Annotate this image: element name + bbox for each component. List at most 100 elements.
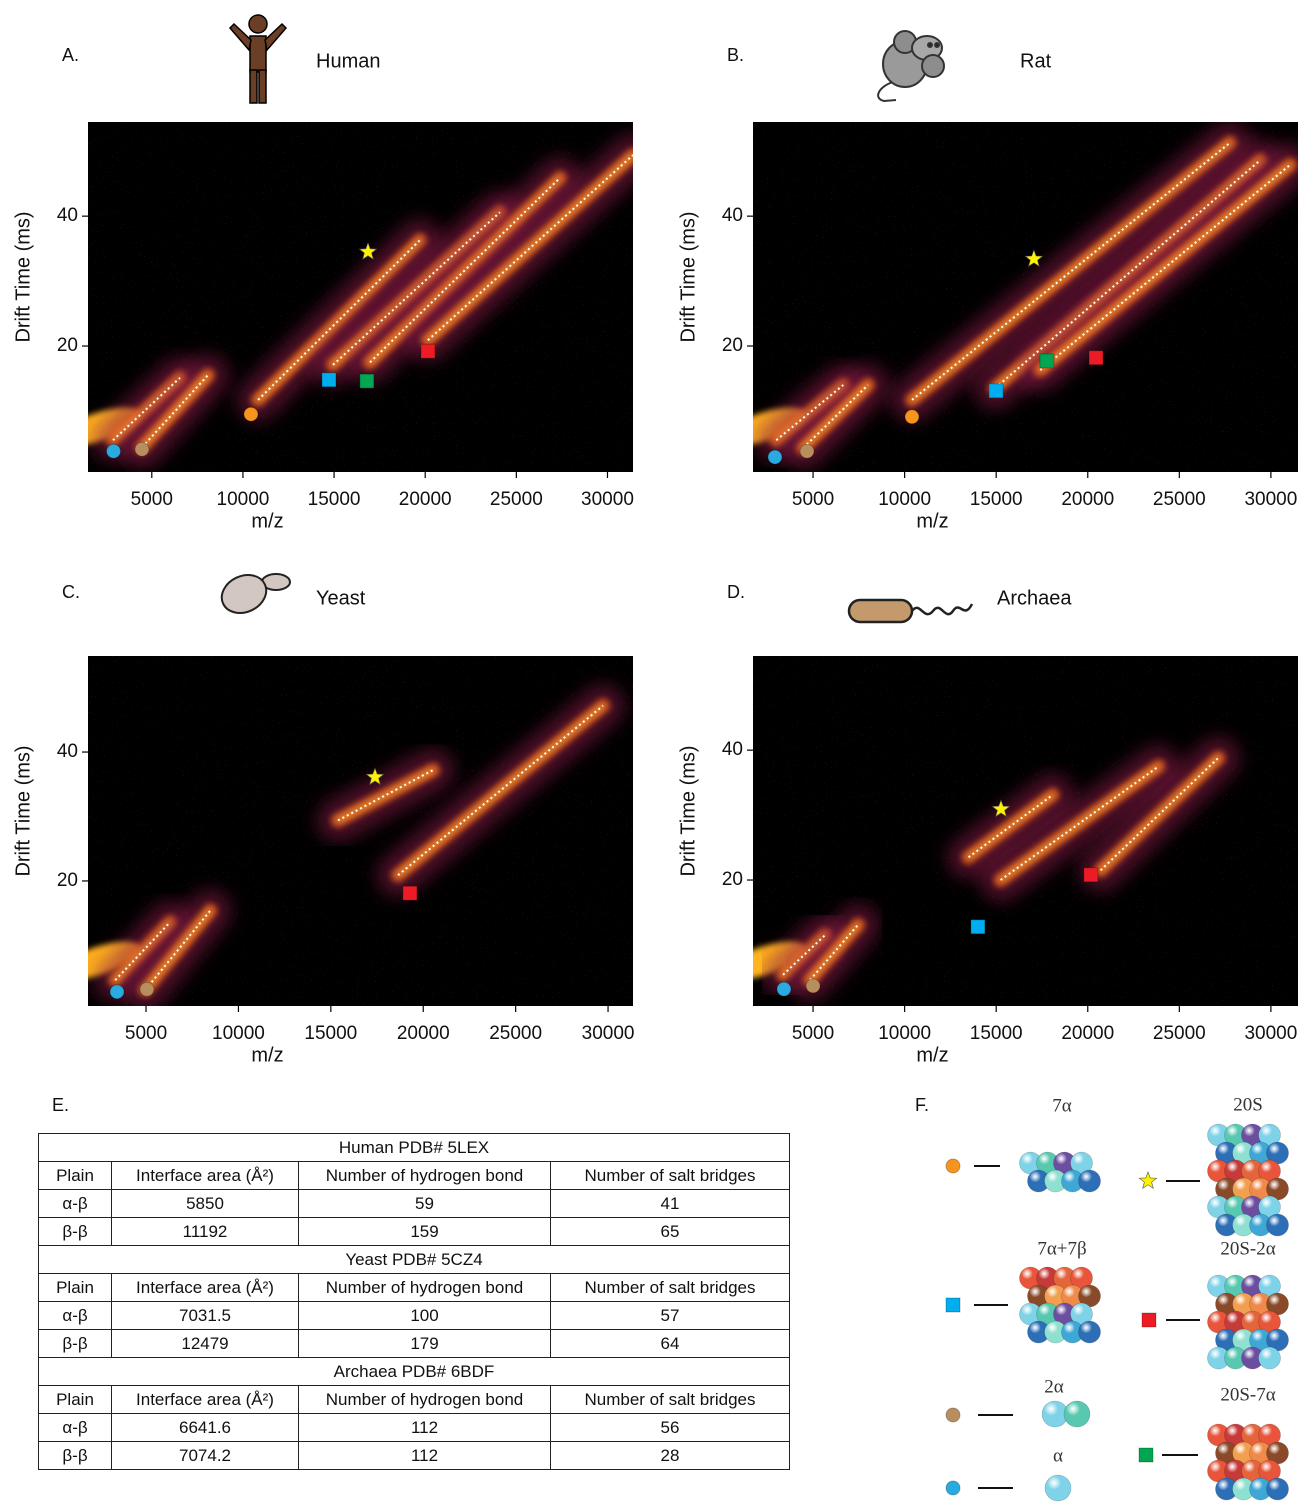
y-tick-label: 40 [722, 205, 743, 226]
x-tick-label: 20000 [397, 1023, 450, 1044]
marker [991, 799, 1011, 818]
y-axis-label: Drift Time (ms) [677, 745, 699, 876]
subunit [1063, 1400, 1091, 1428]
rat-icon [877, 30, 945, 103]
column-header: Plain [38, 1161, 112, 1190]
interface-table: Human PDB# 5LEX Plain Interface area (Å²) N… [38, 1133, 790, 1470]
fit-line [114, 921, 171, 981]
fits [112, 154, 633, 448]
legend-item: α [945, 1445, 1072, 1502]
heatmap-glow [999, 764, 1160, 882]
header-row: Plain Interface area (Å²) Number of hydrog… [38, 1273, 790, 1302]
x-tick-label: 10000 [878, 1023, 931, 1044]
cell: 41 [550, 1189, 790, 1218]
cell: β-β [38, 1217, 112, 1246]
legend-panel: F. 7α 20S 7α+7β 20S-2α 2α 20S-7α α [915, 1094, 1289, 1502]
x-tick-label: 5000 [131, 489, 173, 510]
x-tick-label: 25000 [1153, 1023, 1206, 1044]
marker [1039, 353, 1055, 369]
y-axis-label: Drift Time (ms) [12, 211, 34, 342]
legend-label: 7α [1052, 1095, 1072, 1116]
cell: 112 [298, 1441, 551, 1470]
fit-line [1099, 757, 1219, 872]
cell: β-β [38, 1441, 112, 1470]
cell: α-β [38, 1301, 112, 1330]
section-row: Archaea PDB# 6BDF [38, 1357, 790, 1386]
x-tick-label: 10000 [212, 1023, 265, 1044]
fit-line [911, 142, 1231, 401]
legend-item: 7α [945, 1095, 1101, 1193]
x-tick-label: 15000 [970, 489, 1023, 510]
legend-label: 2α [1044, 1376, 1064, 1397]
section-title: Archaea PDB# 6BDF [38, 1357, 790, 1386]
x-tick-label: 30000 [1244, 1023, 1297, 1044]
heatmap [88, 122, 633, 472]
subunit [1266, 1213, 1289, 1237]
marker [106, 443, 122, 459]
data-row: α-β 6641.6 112 56 [38, 1413, 790, 1442]
x-tick-label: 25000 [1153, 489, 1206, 510]
cell: 59 [298, 1189, 551, 1218]
y-axis-label: Drift Time (ms) [677, 211, 699, 342]
marker [1088, 350, 1104, 366]
x-axis-label: m/z [251, 1044, 283, 1066]
legend-label: 7α+7β [1037, 1238, 1086, 1259]
fit-line [397, 704, 604, 876]
data-row: β-β 11192 159 65 [38, 1217, 790, 1246]
chart-title: Archaea [997, 587, 1072, 609]
cell: 100 [298, 1301, 551, 1330]
legend-item: 2α [945, 1376, 1091, 1428]
column-header: Number of hydrogen bond [298, 1273, 551, 1302]
panel-label: C. [62, 582, 80, 602]
x-tick-label: 30000 [1244, 489, 1297, 510]
marker [139, 981, 155, 997]
marker [1138, 1171, 1158, 1189]
x-tick-label: 5000 [792, 1023, 834, 1044]
cell: 11192 [111, 1217, 299, 1246]
marker [945, 1480, 961, 1496]
y-tick-label: 20 [57, 870, 78, 891]
chart-title: Yeast [316, 587, 366, 609]
marker [945, 1158, 961, 1174]
y-tick-label: 40 [57, 205, 78, 226]
heatmap [753, 122, 1298, 472]
section-title: Human PDB# 5LEX [38, 1133, 790, 1162]
panel-label: E. [52, 1095, 69, 1115]
x-tick-label: 30000 [582, 1023, 635, 1044]
cell: 28 [550, 1441, 790, 1470]
x-tick-label: 5000 [125, 1023, 167, 1044]
cell: α-β [38, 1413, 112, 1442]
x-tick-label: 25000 [490, 489, 543, 510]
legend-label: 20S [1233, 1094, 1263, 1115]
chart: A. Human 5000 10000 15000 20000 25000 30000 20 40… [12, 45, 634, 533]
chart-title: Human [316, 50, 380, 72]
chart: C. Yeast 5000 10000 15000 20000 25000 30000 20 40… [12, 582, 634, 1067]
data-row: α-β 7031.5 100 57 [38, 1301, 790, 1330]
subunit [1266, 1477, 1289, 1501]
column-header: Interface area (Å²) [111, 1161, 299, 1190]
fits [782, 757, 1219, 981]
data-row: β-β 7074.2 112 28 [38, 1441, 790, 1470]
legend-label: 20S-7α [1220, 1384, 1275, 1405]
legend-label: α [1053, 1445, 1063, 1466]
marker [321, 372, 337, 388]
column-header: Number of salt bridges [550, 1161, 790, 1190]
x-tick-label: 5000 [792, 489, 834, 510]
column-header: Interface area (Å²) [111, 1273, 299, 1302]
column-header: Plain [38, 1273, 112, 1302]
marker [767, 449, 783, 465]
legend-item: 20S-7α [1138, 1384, 1289, 1501]
x-tick-label: 30000 [581, 489, 634, 510]
cell: 65 [550, 1217, 790, 1246]
cell: 179 [298, 1329, 551, 1358]
column-header: Number of salt bridges [550, 1273, 790, 1302]
chart: D. Archaea 5000 10000 15000 20000 25000 30000 20… [677, 582, 1298, 1066]
subunit [1044, 1474, 1072, 1502]
marker [1083, 867, 1099, 883]
y-tick-label: 20 [722, 335, 743, 356]
fit-line [141, 374, 209, 448]
x-tick-label: 20000 [1061, 489, 1114, 510]
fit-line [112, 377, 181, 441]
marker [988, 383, 1004, 399]
